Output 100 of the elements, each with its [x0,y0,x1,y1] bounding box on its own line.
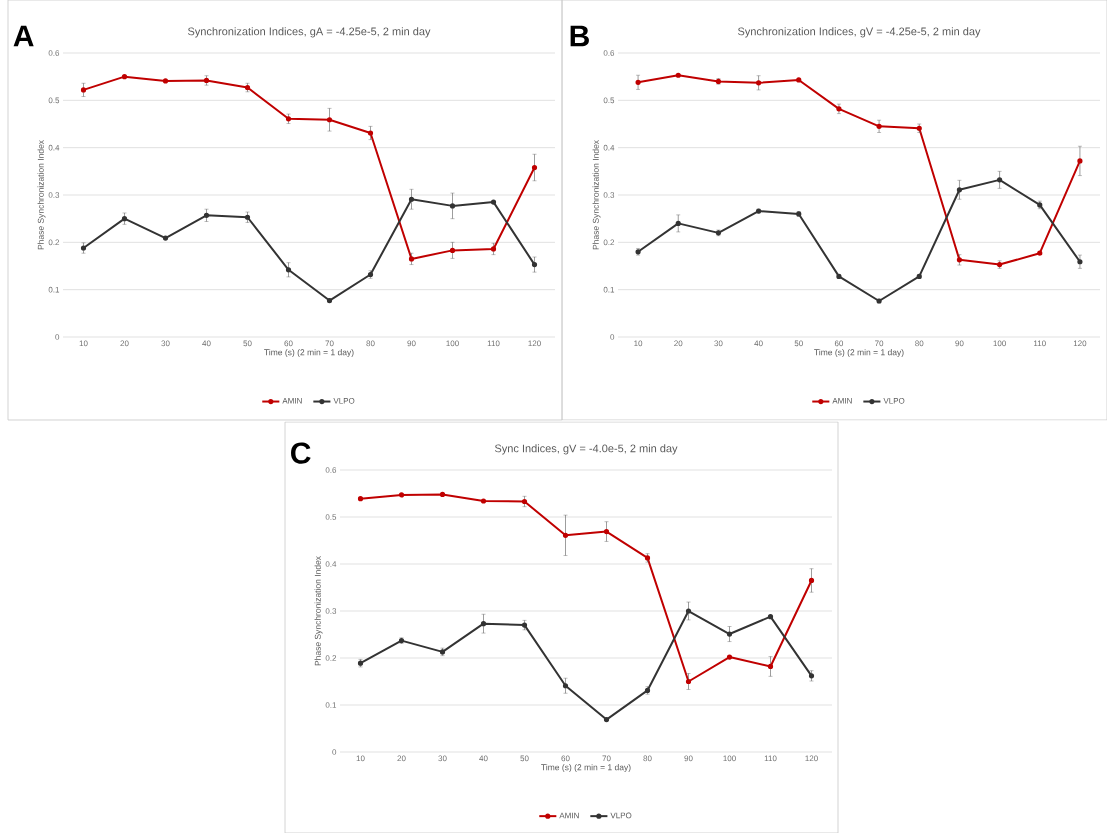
point [449,203,456,209]
x-tick-label: 50 [520,755,529,762]
point [1077,259,1083,265]
point [685,678,692,685]
x-tick-label: 40 [202,340,211,347]
x-tick-label: 100 [993,340,1006,347]
x-tick-label: 20 [397,755,406,762]
point [562,532,569,538]
x-tick-label: 20 [674,340,683,347]
point [997,177,1003,183]
x-tick-label: 100 [446,340,459,347]
y-tick-label: 0.6 [603,50,615,56]
y-axis-title: Phase Synchronization Index [314,556,323,666]
legend-label: AMIN [282,398,302,404]
text: C [291,442,311,464]
point [603,528,610,535]
point [635,79,641,85]
text: B [570,25,589,47]
y-tick-label: 0.4 [48,144,60,151]
point [80,87,87,93]
y-tick-label: 0.5 [325,514,337,520]
point [285,267,292,273]
y-axis-title: Phase Synchronization Index [37,140,46,250]
x-tick-label: 90 [684,755,693,762]
chart-title: Synchronization Indices, gV = -4.25e-5, 2 min day [737,27,981,38]
y-tick-label: 0.6 [48,50,60,56]
x-tick-label: 10 [356,755,365,762]
y-tick-label: 0.3 [603,192,615,198]
legend-label: AMIN [832,398,852,404]
y-tick-label: 0.5 [48,97,60,104]
x-tick-label: 80 [915,340,924,347]
x-tick-label: 80 [366,340,375,347]
point [956,187,963,193]
y-tick-label: 0.1 [603,286,615,293]
x-tick-label: 50 [794,340,803,347]
x-tick-label: 110 [1034,340,1046,347]
x-axis-title: Time (s) (2 min = 1 day) [541,764,631,772]
legend-label: VLPO [333,398,355,404]
x-tick-label: 90 [955,340,964,347]
point [675,72,681,78]
point [796,77,802,83]
x-tick-label: 50 [243,340,252,347]
x-tick-label: 70 [325,340,334,347]
point [531,164,538,171]
y-tick-label: 0.3 [48,192,60,198]
x-tick-label: 70 [875,340,884,347]
point [480,498,487,504]
point [203,212,210,218]
chart-title: Sync Indices, gV = -4.0e-5, 2 min day [494,444,678,455]
point [562,683,569,689]
y-tick-label: 0.3 [325,608,337,614]
point [685,608,692,614]
point [367,130,374,136]
x-tick-label: 30 [714,340,723,347]
x-tick-label: 20 [120,340,129,347]
x-tick-label: 120 [1073,340,1087,347]
legend-label: VLPO [883,398,905,404]
y-tick-label: 0 [55,334,60,340]
point [767,663,774,670]
chart-title: Synchronization Indices, gA = -4.25e-5, 2 min day [187,27,431,38]
x-tick-label: 60 [284,340,293,347]
y-tick-label: 0.1 [325,702,337,708]
x-tick-label: 120 [528,340,541,347]
x-tick-label: 10 [634,340,643,347]
point [162,235,169,241]
point [121,74,128,80]
point [398,492,405,498]
x-axis-title: Time (s) (2 min = 1 day) [264,349,354,357]
x-tick-label: 40 [754,340,763,347]
y-tick-label: 0.1 [48,286,60,293]
point [490,199,497,205]
y-tick-label: 0.2 [48,239,60,246]
point [408,196,415,202]
x-tick-label: 100 [723,755,736,762]
y-tick-label: 0.4 [603,144,615,151]
x-tick-label: 90 [407,340,416,347]
point [326,117,333,123]
x-axis-title: Time (s) (2 min = 1 day) [814,349,904,357]
y-tick-label: 0 [610,334,615,340]
y-axis-title: Phase Synchronization Index [592,140,601,250]
x-tick-label: 60 [834,340,844,347]
legend-label: AMIN [559,812,579,819]
text: A [13,25,34,47]
point [726,631,733,637]
point [162,78,169,84]
legend-label: VLPO [610,812,632,819]
y-tick-label: 0.5 [603,97,615,104]
y-tick-label: 0 [332,749,337,755]
point [675,220,681,226]
x-tick-label: 10 [79,340,88,347]
point [1077,158,1083,164]
x-tick-label: 60 [561,755,570,762]
y-tick-label: 0.4 [325,561,337,567]
point [531,261,538,268]
y-tick-label: 0.6 [325,467,337,473]
x-tick-label: 120 [805,755,818,762]
point [876,123,882,129]
point [480,621,487,627]
x-tick-label: 70 [602,755,611,762]
point [449,247,456,253]
